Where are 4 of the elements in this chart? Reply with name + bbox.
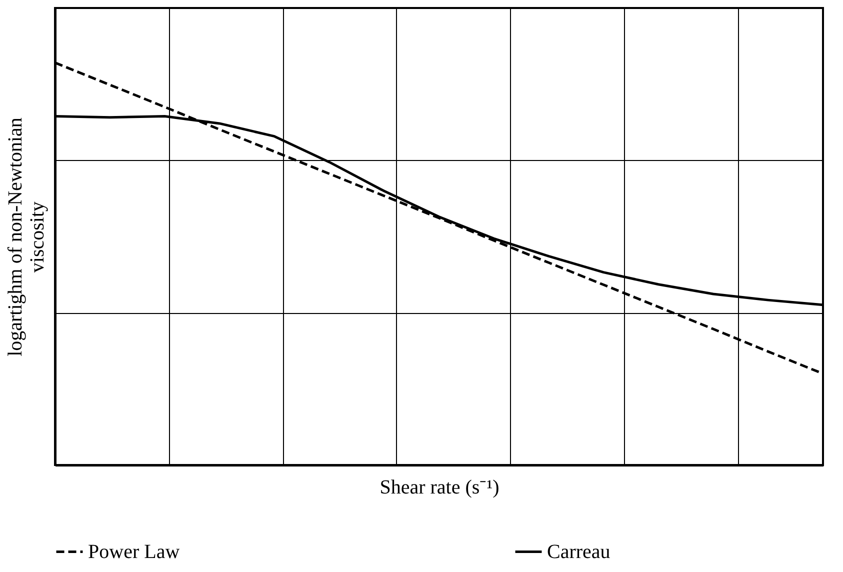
legend-label: Power Law	[88, 540, 180, 563]
x-axis-title: Shear rate (s⁻¹)	[380, 476, 500, 498]
y-axis-title: logartighm of non-Newtonian viscosity	[4, 118, 48, 356]
legend-label: Carreau	[547, 540, 610, 563]
